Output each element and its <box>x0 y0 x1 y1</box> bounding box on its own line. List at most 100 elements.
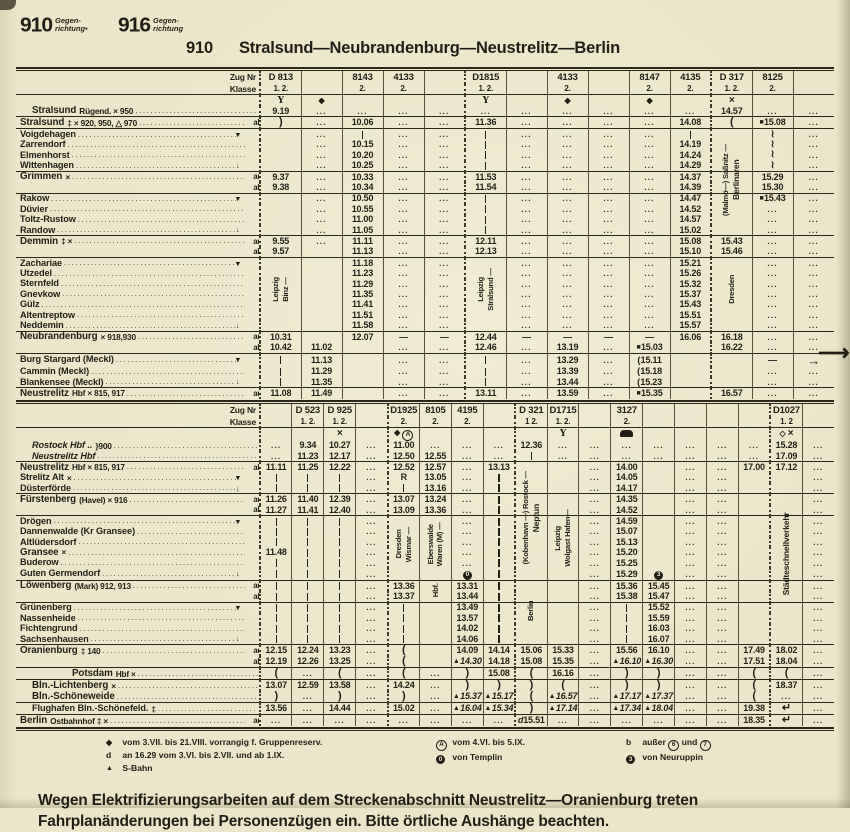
time-cell: ... <box>423 352 465 367</box>
restaurant-icon: × <box>787 428 794 440</box>
station-label-cell: Grünenberg..............................… <box>16 601 261 614</box>
time-cell: 10.27 <box>323 440 356 451</box>
time-cell <box>610 613 643 624</box>
time-cell: 11.23 <box>341 268 383 279</box>
time-cell: ... <box>751 268 793 279</box>
time-cell <box>514 568 548 581</box>
no-service-dots: ... <box>813 537 824 547</box>
no-service-dots: ... <box>439 118 450 128</box>
time-cell: ... <box>610 450 643 462</box>
class-cell: 2. <box>669 84 711 95</box>
no-service-dots: ... <box>462 537 473 547</box>
time-cell <box>514 601 548 614</box>
through-line <box>307 604 309 613</box>
no-service-dots: ... <box>366 624 377 634</box>
no-service-dots: ... <box>717 451 728 461</box>
class-cell <box>423 84 465 95</box>
time-cell: 19.38 <box>737 702 771 715</box>
no-service-dots: ... <box>808 279 819 289</box>
no-service-dots: ... <box>813 634 824 644</box>
class-cell <box>482 416 516 428</box>
time-cell <box>259 613 292 624</box>
time-cell <box>259 128 301 140</box>
time-cell: ... <box>418 702 452 715</box>
station-name: Bln.-Schöneweide <box>32 691 115 702</box>
time-cell: 15.32 <box>669 278 711 290</box>
no-service-dots: ... <box>603 183 614 193</box>
train-symbol-cell <box>669 94 711 106</box>
time-cell: ... <box>705 579 739 592</box>
time-cell <box>482 515 516 527</box>
time-cell: ... <box>610 440 643 451</box>
time-cell <box>259 289 301 300</box>
class-cell: 1. 2. <box>323 416 356 428</box>
time-cell <box>737 472 771 484</box>
skip-bracket: ( <box>784 667 789 680</box>
time-cell: 14.59 <box>610 515 643 527</box>
time-cell: 16.22 <box>710 342 752 354</box>
time-cell <box>769 633 803 645</box>
time-cell: ... <box>801 702 835 715</box>
station-suffix: Hbf × 815, 917 <box>72 388 125 399</box>
diamond-note-icon: ◆ <box>106 738 113 748</box>
no-service-dots: ... <box>462 483 473 493</box>
time-cell: 14.19 <box>669 139 711 151</box>
time-cell <box>710 170 752 183</box>
time-cell <box>386 613 420 624</box>
train-symbol-cell <box>505 94 547 106</box>
train-number-cell <box>423 71 465 84</box>
no-service-dots: ... <box>439 225 450 235</box>
time-cell: ... <box>482 714 516 727</box>
no-service-dots: ... <box>366 462 377 472</box>
time-cell <box>323 568 356 581</box>
no-service-dots: ... <box>808 247 819 257</box>
no-service-dots: ... <box>366 537 377 547</box>
dot-leader: ........................................… <box>74 237 245 246</box>
no-service-dots: ... <box>398 367 409 377</box>
through-line <box>339 582 341 591</box>
time-cell: ... <box>578 461 611 473</box>
time-cell <box>464 299 506 311</box>
no-service-dots: ... <box>644 310 655 320</box>
time-cell <box>710 268 752 279</box>
time-cell: 15.45 <box>642 579 675 592</box>
no-service-dots: ... <box>767 332 778 342</box>
time-cell: ... <box>628 246 670 258</box>
class-cell <box>801 416 835 428</box>
time-cell <box>323 537 356 548</box>
train-number-cell <box>642 403 675 417</box>
time-cell: ... <box>801 557 835 569</box>
time-cell: ... <box>705 679 739 692</box>
station-label-cell: Flughafen Bln.-Schönefeld. ‡.............… <box>16 702 261 715</box>
restaurant-icon: × <box>728 94 735 106</box>
through-line <box>280 356 282 365</box>
no-service-dots: ... <box>439 355 450 365</box>
train-number-cell <box>674 403 707 417</box>
time-cell: 13.11 <box>464 387 506 399</box>
time-cell <box>323 601 356 614</box>
time-cell <box>259 633 292 645</box>
time-cell <box>642 504 675 516</box>
time-cell <box>323 557 356 569</box>
time-cell: 11.25 <box>291 461 324 473</box>
train-symbol-cell <box>382 94 424 106</box>
station-label-cell: Düsterförde.............................… <box>16 483 261 494</box>
arrival-departure-label: ab <box>253 117 259 127</box>
time-cell: 13.36 <box>386 579 420 592</box>
time-cell <box>710 352 752 367</box>
through-line <box>485 367 487 376</box>
time-cell: ... <box>355 633 388 645</box>
time-cell: ( <box>546 679 579 692</box>
time-cell: ... <box>450 714 484 727</box>
time-cell: ... <box>792 235 834 247</box>
time-cell: 10.34 <box>341 182 383 194</box>
circled-3-icon: 3 <box>654 570 664 580</box>
station-label-cell: Neddemin................................… <box>16 320 261 332</box>
no-service-dots: ... <box>644 140 655 150</box>
time-cell: 13.05 <box>418 472 452 484</box>
no-service-dots: ... <box>589 473 600 483</box>
train-number-cell <box>505 71 547 84</box>
skip-bracket: ( <box>274 667 278 680</box>
time-cell: 15.21 <box>669 257 711 269</box>
no-service-dots: ... <box>767 258 778 268</box>
